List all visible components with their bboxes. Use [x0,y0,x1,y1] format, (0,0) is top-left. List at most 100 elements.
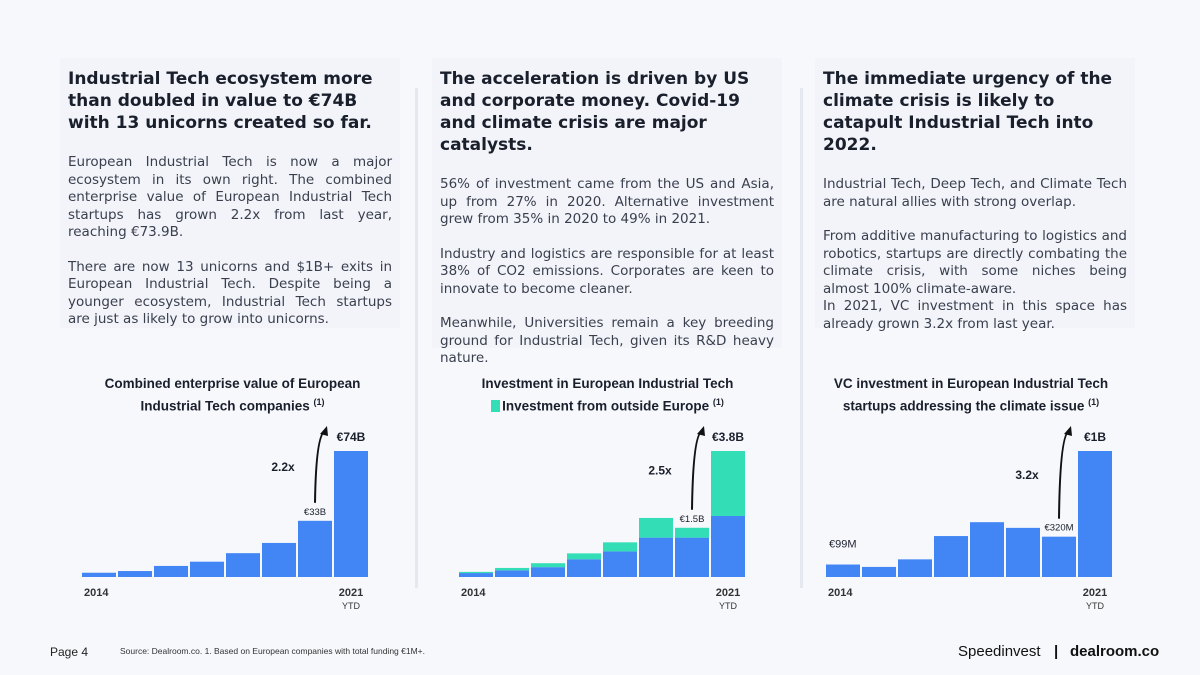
chart-climate-vc: 2014 2021 YTD €1B €320M €99M 3.2x [826,426,1112,611]
growth-label: 3.2x [1015,468,1039,482]
column-3: The immediate urgency of the climate cri… [815,58,1135,332]
bar-outside-europe-2019 [639,517,673,538]
bar-2014 [826,564,860,577]
column-3-paragraph-1: Industrial Tech, Deep Tech, and Climate … [823,176,1127,210]
chart-3-title-line2-wrap: startups addressing the climate issue (1… [815,393,1127,416]
column-2-paragraph-2: Industry and logistics are responsible f… [440,245,774,297]
chart-1-title-line2: Industrial Tech companies [140,398,310,414]
brand-separator: | [1054,643,1059,660]
column-1: Industrial Tech ecosystem more than doub… [60,58,400,328]
bar-outside-europe-2020 [675,527,709,538]
chart-1-title-note: (1) [313,397,325,407]
bar-2015 [862,566,896,577]
bar-2020 [298,520,332,577]
x-axis-end-label: 2021 [339,587,363,599]
chart-2-title: Investment in European Industrial Tech I… [445,375,770,416]
bar-outside-europe-2016 [531,563,565,568]
data-label-first: €99M [829,539,857,551]
x-axis-end-sublabel: YTD [1086,601,1105,611]
column-1-heading: Industrial Tech ecosystem more than doub… [68,69,373,133]
bar-europe-2014 [459,573,493,577]
bar-europe-2019 [639,537,673,577]
column-3-paragraph-3: In 2021, VC investment in this space has… [823,298,1127,332]
chart-investment: 2014 2021 YTD €3.8B €1.5B 2.5x [459,426,745,611]
growth-label: 2.5x [648,463,672,477]
bar-2021 [1078,451,1112,577]
chart-1-title-line1: Combined enterprise value of European [104,376,361,391]
bar-europe-2016 [531,567,565,577]
column-2: The acceleration is driven by US and cor… [432,58,782,366]
chart-3-title-line2: startups addressing the climate issue [842,398,1085,414]
column-2-heading: The acceleration is driven by US and cor… [440,69,750,155]
bar-2021 [334,451,368,577]
chart-1-title: Combined enterprise value of European In… [80,375,385,416]
chart-2-title-line1: Investment in European Industrial Tech [481,376,734,391]
column-2-paragraph-3: Meanwhile, Universities remain a key bre… [440,315,774,366]
divider-2 [800,88,803,588]
growth-label: 2.2x [271,460,295,474]
chart-3-title-note: (1) [1088,397,1100,407]
growth-arrow-shaft [1058,430,1070,519]
bar-2019 [1006,527,1040,577]
x-axis-start-label: 2014 [828,587,853,599]
bar-2019 [262,542,296,577]
text-block-3: The immediate urgency of the climate cri… [815,58,1135,332]
x-axis-end-label: 2021 [716,587,740,599]
column-3-heading: The immediate urgency of the climate cri… [823,69,1113,155]
bar-outside-europe-2014 [459,571,493,574]
chart-2-title-line2: Investment from outside Europe [502,398,710,414]
bar-2015 [118,571,152,577]
brand-speedinvest: Speedinvest [958,643,1041,660]
text-block-1: Industrial Tech ecosystem more than doub… [60,58,400,328]
text-block-2: The acceleration is driven by US and cor… [432,58,782,366]
bar-2016 [154,565,188,577]
bar-outside-europe-2018 [603,542,637,552]
data-label-prev: €320M [1044,523,1073,534]
growth-arrow-head [1064,426,1072,436]
bar-outside-europe-2017 [567,553,601,560]
page-number: Page 4 [50,645,89,659]
column-2-paragraph-1: 56% of investment came from the US and A… [440,176,774,227]
data-label-prev: €33B [304,507,326,518]
x-axis-start-label: 2014 [461,587,486,599]
bar-2017 [190,561,224,577]
growth-arrow-shaft [314,430,326,503]
bar-outside-europe-2021 [711,451,745,516]
bar-2018 [226,553,260,577]
bar-2020 [1042,536,1076,577]
growth-arrow-shaft [691,430,703,510]
column-1-paragraph-2: There are now 13 unicorns and $1B+ exits… [68,258,392,328]
legend-swatch-outside-europe [491,399,501,412]
bar-europe-2020 [675,537,709,577]
bar-2016 [898,559,932,577]
chart-2-title-line2-wrap: Investment from outside Europe (1) [445,393,770,416]
bar-2017 [934,536,968,577]
divider-1 [415,88,418,588]
column-1-paragraph-1: European Industrial Tech is now a major … [68,154,392,240]
x-axis-end-label: 2021 [1083,587,1107,599]
data-label-end: €1B [1084,430,1106,444]
chart-enterprise-value: 2014 2021 YTD €74B €33B 2.2x [82,426,368,611]
chart-3-title: VC investment in European Industrial Tec… [815,375,1127,416]
brand-dealroom: dealroom.co [1070,643,1160,660]
bar-europe-2017 [567,559,601,577]
chart-3-title-line1: VC investment in European Industrial Tec… [833,376,1109,391]
chart-2-title-note: (1) [712,397,724,407]
growth-arrow-head [320,426,328,436]
growth-arrow-head [697,426,705,436]
x-axis-end-sublabel: YTD [342,601,361,611]
column-3-paragraph-2: From additive manufacturing to logistics… [823,228,1127,297]
data-label-end: €3.8B [712,430,744,444]
bar-outside-europe-2015 [495,567,529,571]
x-axis-end-sublabel: YTD [719,601,738,611]
data-label-end: €74B [337,430,366,444]
source-note: Source: Dealroom.co. 1. Based on Europea… [120,646,425,656]
x-axis-start-label: 2014 [84,587,109,599]
bar-2014 [82,572,116,577]
bar-europe-2015 [495,570,529,577]
chart-1-title-line2-wrap: Industrial Tech companies (1) [80,393,385,416]
bar-2018 [970,522,1004,577]
data-label-prev: €1.5B [680,514,705,525]
bar-europe-2018 [603,551,637,577]
bar-europe-2021 [711,515,745,577]
